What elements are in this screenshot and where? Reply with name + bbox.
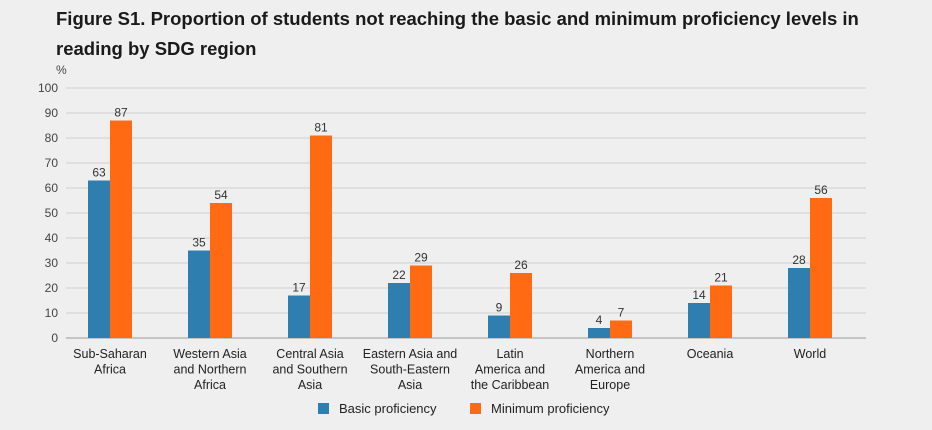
bar-minimum-proficiency [510, 273, 532, 338]
bar-minimum-proficiency [110, 120, 132, 338]
bar-basic-proficiency [388, 283, 410, 338]
y-tick-label: 30 [45, 256, 59, 270]
data-label: 35 [192, 236, 206, 250]
data-label: 7 [618, 306, 625, 320]
y-tick-label: 50 [45, 206, 59, 220]
y-tick-label: 70 [45, 156, 59, 170]
data-label: 81 [314, 121, 328, 135]
bar-minimum-proficiency [810, 198, 832, 338]
x-category-label: Oceania [687, 347, 734, 361]
data-label: 14 [692, 288, 706, 302]
bar-basic-proficiency [588, 328, 610, 338]
x-category-label: World [794, 347, 826, 361]
x-category-label: Eastern Asia and South-Eastern Asia [363, 347, 458, 392]
bar-basic-proficiency [488, 315, 510, 338]
legend-label: Basic proficiency [339, 401, 437, 416]
y-tick-label: 90 [45, 106, 59, 120]
y-tick-label: 10 [45, 306, 59, 320]
data-label: 29 [414, 251, 428, 265]
chart-title: Figure S1. Proportion of students not re… [56, 8, 859, 59]
data-label: 56 [814, 183, 828, 197]
y-tick-label: 20 [45, 281, 59, 295]
bar-basic-proficiency [288, 295, 310, 338]
x-category-label: Western Asia and Northern Africa [173, 347, 246, 392]
y-axis-unit: % [56, 63, 67, 77]
data-label: 26 [514, 258, 528, 272]
x-category-label: Sub-Saharan Africa [73, 347, 147, 377]
y-tick-label: 60 [45, 181, 59, 195]
bar-minimum-proficiency [410, 265, 432, 338]
data-label: 28 [792, 253, 806, 267]
data-label: 54 [214, 188, 228, 202]
y-tick-label: 100 [38, 81, 58, 95]
data-label: 63 [92, 166, 106, 180]
bar-minimum-proficiency [210, 203, 232, 338]
x-category-label: Latin America and the Caribbean [471, 347, 550, 392]
data-label: 9 [496, 301, 503, 315]
legend-label: Minimum proficiency [491, 401, 610, 416]
legend-swatch [318, 403, 329, 414]
data-label: 17 [292, 281, 306, 295]
bar-minimum-proficiency [310, 135, 332, 338]
data-label: 87 [114, 106, 128, 120]
bar-minimum-proficiency [610, 320, 632, 338]
y-tick-label: 0 [51, 331, 58, 345]
y-tick-label: 40 [45, 231, 59, 245]
bar-minimum-proficiency [710, 285, 732, 338]
data-label: 4 [596, 313, 603, 327]
bar-basic-proficiency [88, 180, 110, 338]
x-category-label: Central Asia and Southern Asia [272, 347, 347, 392]
data-label: 22 [392, 268, 406, 282]
bar-basic-proficiency [188, 250, 210, 338]
bar-basic-proficiency [688, 303, 710, 338]
bar-basic-proficiency [788, 268, 810, 338]
y-tick-label: 80 [45, 131, 59, 145]
x-category-label: Northern America and Europe [575, 347, 645, 392]
legend-swatch [470, 403, 481, 414]
data-label: 21 [714, 271, 728, 285]
